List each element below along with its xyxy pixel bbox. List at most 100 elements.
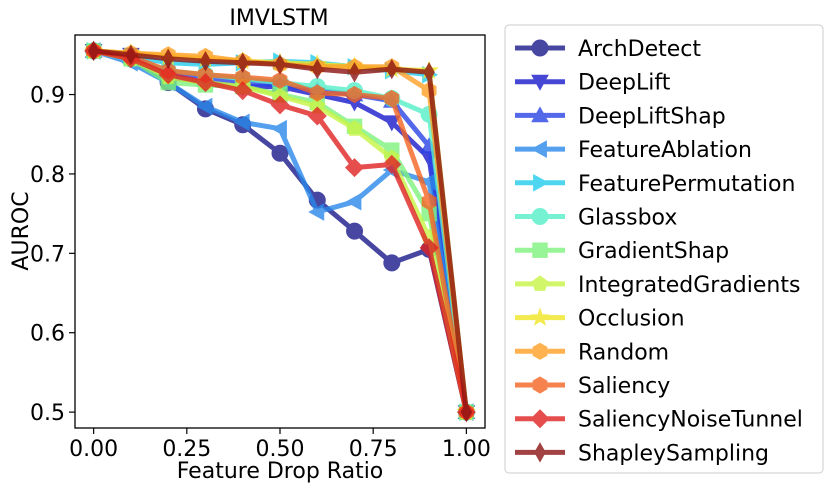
- legend-label: IntegratedGradients: [578, 273, 800, 298]
- legend: ArchDetect DeepLift DeepLiftShap FeatureAbl…: [504, 24, 824, 474]
- data-point-SaliencyNoiseTunnel-3: [195, 73, 216, 93]
- legend-entry-DeepLift: DeepLift: [515, 71, 671, 96]
- x-tick-label: 0.25: [162, 437, 211, 462]
- legend-swatch-Random: [515, 342, 565, 360]
- data-point-ShapleySampling-0: [87, 40, 100, 62]
- y-axis-label: AUROC: [9, 191, 34, 270]
- legend-marker: [532, 376, 548, 394]
- data-point-Saliency-8: [384, 89, 400, 108]
- legend-entry-Glassbox: Glassbox: [515, 206, 677, 231]
- x-tick-label: 0.50: [256, 437, 305, 462]
- legend-entry-Saliency: Saliency: [515, 374, 670, 399]
- legend-marker: [531, 275, 549, 291]
- legend-entry-DeepLiftShap: DeepLiftShap: [515, 104, 726, 129]
- data-point-ShapleySampling-7: [348, 62, 361, 83]
- data-point-SaliencyNoiseTunnel-4: [233, 81, 253, 101]
- x-axis: 0.00 0.25 0.50 0.75 1.00: [69, 428, 491, 462]
- legend-swatch-Saliency: [515, 376, 565, 394]
- legend-label: DeepLift: [578, 71, 671, 96]
- legend-entry-FeatureAblation: FeatureAblation: [515, 138, 752, 163]
- y-tick-label: 0.6: [30, 322, 65, 347]
- legend-marker: [530, 409, 550, 429]
- legend-label: Glassbox: [578, 206, 677, 231]
- legend-marker: [531, 74, 549, 91]
- data-point-SaliencyNoiseTunnel-2: [158, 65, 178, 85]
- y-tick-label: 0.8: [30, 163, 65, 188]
- data-point-SaliencyNoiseTunnel-6: [307, 106, 327, 126]
- legend-label: FeaturePermutation: [578, 172, 795, 197]
- legend-swatch-SaliencyNoiseTunnel: [515, 409, 565, 429]
- data-point-ArchDetect-8: [383, 254, 401, 272]
- legend-swatch-Glassbox: [515, 208, 565, 225]
- legend-marker: [531, 106, 549, 123]
- x-axis-label: Feature Drop Ratio: [177, 459, 384, 484]
- data-point-ShapleySampling-9: [423, 62, 435, 83]
- series-layer: [83, 40, 477, 423]
- legend-label: FeatureAblation: [578, 138, 752, 163]
- y-axis: 0.5 0.6 0.7 0.8 0.9: [30, 84, 75, 426]
- y-tick-label: 0.5: [30, 401, 65, 426]
- legend-swatch-FeaturePermutation: [515, 173, 565, 192]
- legend-label: SaliencyNoiseTunnel: [578, 408, 803, 433]
- legend-swatch-Occlusion: [515, 307, 565, 326]
- legend-entry-Random: Random: [515, 340, 669, 365]
- x-tick-label: 1.00: [442, 437, 491, 462]
- data-point-Saliency-5: [272, 71, 288, 89]
- y-tick-label: 0.9: [30, 84, 65, 109]
- data-point-FeatureAblation-4: [233, 113, 250, 132]
- y-tick-label: 0.7: [30, 242, 65, 267]
- legend-entry-ArchDetect: ArchDetect: [515, 37, 701, 62]
- data-point-ArchDetect-5: [271, 144, 289, 162]
- legend-entries: ArchDetect DeepLift DeepLiftShap FeatureAbl…: [515, 37, 803, 466]
- legend-entry-FeaturePermutation: FeaturePermutation: [515, 172, 795, 197]
- legend-label: DeepLiftShap: [578, 104, 726, 129]
- legend-entry-SaliencyNoiseTunnel: SaliencyNoiseTunnel: [515, 408, 803, 433]
- series-SaliencyNoiseTunnel: [84, 41, 476, 422]
- data-point-Saliency-7: [347, 85, 362, 104]
- legend-label: Random: [578, 340, 669, 365]
- legend-marker: [534, 442, 546, 463]
- legend-entry-GradientShap: GradientShap: [515, 239, 729, 264]
- x-tick-label: 0.00: [69, 437, 118, 462]
- data-point-ShapleySampling-3: [199, 50, 212, 72]
- data-point-FeatureAblation-3: [196, 97, 213, 116]
- data-point-ShapleySampling-1: [125, 44, 137, 66]
- legend-label: GradientShap: [578, 239, 729, 264]
- data-point-SaliencyNoiseTunnel-7: [344, 158, 365, 178]
- data-point-FeatureAblation-5: [270, 119, 287, 138]
- data-point-FeatureAblation-6: [308, 203, 325, 221]
- data-point-IntegratedGradients-7: [346, 120, 363, 136]
- legend-marker: [532, 242, 548, 258]
- legend-swatch-IntegratedGradients: [515, 275, 565, 291]
- data-point-ShapleySampling-2: [162, 48, 174, 70]
- legend-marker: [531, 39, 549, 57]
- x-tick-label: 0.75: [349, 437, 398, 462]
- legend-marker: [531, 208, 549, 225]
- legend-label: Saliency: [578, 374, 670, 399]
- legend-marker: [530, 140, 547, 158]
- plot-area: [74, 34, 486, 429]
- legend-swatch-DeepLift: [515, 74, 565, 91]
- data-point-ShapleySampling-6: [311, 58, 324, 80]
- legend-label: ArchDetect: [578, 37, 701, 62]
- legend-swatch-FeatureAblation: [515, 140, 565, 158]
- series-ShapleySampling: [87, 40, 473, 423]
- legend-entry-ShapleySampling: ShapleySampling: [515, 441, 769, 466]
- legend-marker: [532, 342, 548, 360]
- legend-swatch-ShapleySampling: [515, 442, 565, 463]
- data-point-ShapleySampling-10: [460, 401, 473, 423]
- data-point-FeatureAblation-7: [345, 192, 362, 211]
- legend-marker: [533, 173, 550, 192]
- chart-title: IMVLSTM: [229, 6, 328, 31]
- legend-swatch-ArchDetect: [515, 39, 565, 57]
- legend-frame: [504, 24, 824, 474]
- data-point-ShapleySampling-8: [386, 58, 398, 80]
- data-point-SaliencyNoiseTunnel-9: [419, 238, 439, 258]
- legend-label: ShapleySampling: [578, 441, 769, 466]
- legend-entry-IntegratedGradients: IntegratedGradients: [515, 273, 800, 298]
- legend-marker: [530, 307, 550, 326]
- data-point-SaliencyNoiseTunnel-8: [382, 154, 402, 174]
- legend-swatch-GradientShap: [515, 242, 565, 258]
- data-point-ShapleySampling-4: [236, 52, 249, 74]
